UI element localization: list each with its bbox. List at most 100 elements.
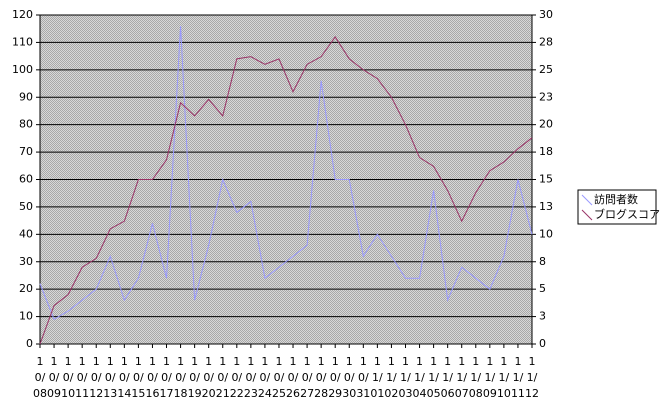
legend-label: 訪問者数: [594, 192, 638, 206]
x-tick-label: 11/01: [370, 355, 385, 400]
legend-label: ブログスコア: [594, 207, 660, 221]
x-tick-label: 11/12: [525, 355, 539, 400]
x-tick-label: 11/03: [398, 355, 413, 400]
x-tick-label-box: 10/24: [257, 355, 272, 400]
y-tick-label: 70: [19, 145, 33, 158]
x-tick-label-box: 11/03: [398, 355, 413, 400]
legend-symbol: [581, 209, 593, 221]
x-tick-label-box: 10/08: [33, 355, 47, 400]
x-tick-label-box: 10/20: [202, 355, 216, 400]
y2-tick-label: 20: [539, 118, 553, 131]
x-tick-label: 10/14: [117, 355, 132, 400]
y2-tick-label: 25: [539, 63, 553, 76]
y-tick-label: 110: [12, 35, 33, 48]
x-tick-label-box: 10/21: [215, 355, 230, 400]
x-tick-label-box: 10/12: [89, 355, 104, 400]
x-tick-label-box: 11/12: [525, 355, 539, 400]
x-tick-label: 10/22: [229, 355, 244, 400]
x-tick-label: 10/15: [131, 355, 146, 400]
x-tick-label: 11/09: [482, 355, 497, 400]
x-tick-label: 10/25: [271, 355, 286, 400]
x-tick-label-box: 11/10: [496, 355, 511, 400]
x-tick-label: 10/27: [300, 355, 315, 400]
x-tick-label: 10/19: [187, 355, 202, 400]
x-tick-label: 10/16: [145, 355, 160, 400]
legend-symbol: [581, 194, 593, 206]
x-tick-label-box: 10/27: [300, 355, 315, 400]
x-tick-label: 10/11: [75, 355, 90, 400]
x-tick-label-box: 10/15: [131, 355, 146, 400]
x-tick-label: 11/05: [426, 355, 441, 400]
x-tick-label-box: 10/13: [103, 355, 118, 400]
x-tick-label-box: 11/08: [468, 355, 483, 400]
x-tick-label: 10/13: [103, 355, 118, 400]
y-tick-label: 90: [19, 90, 33, 103]
y2-tick-label: 5: [539, 282, 546, 295]
x-tick-label: 10/18: [173, 355, 188, 400]
y-tick-label: 10: [19, 310, 33, 323]
x-tick-label: 11/07: [454, 355, 469, 400]
y2-tick-label: 30: [539, 8, 553, 21]
x-tick-label: 10/21: [215, 355, 230, 400]
x-tick-label: 10/26: [286, 355, 301, 400]
x-tick-label-box: 10/28: [314, 355, 329, 400]
x-tick-label-box: 10/30: [342, 355, 356, 400]
y-tick-label: 100: [12, 63, 33, 76]
y-tick-label: 30: [19, 255, 33, 268]
x-tick-label-box: 11/02: [384, 355, 399, 400]
x-tick-label: 11/04: [412, 355, 427, 400]
x-tick-label-box: 10/29: [328, 355, 343, 400]
x-tick-label: 10/10: [61, 355, 76, 400]
x-tick-label-box: 10/22: [229, 355, 244, 400]
y2-tick-label: 10: [539, 227, 553, 240]
y-tick-label: 60: [19, 173, 33, 186]
y2-tick-label: 8: [539, 255, 546, 268]
x-tick-label: 11/08: [468, 355, 483, 400]
y2-tick-label: 18: [539, 145, 553, 158]
x-tick-label-box: 10/18: [173, 355, 188, 400]
x-tick-label-box: 11/07: [454, 355, 469, 400]
y-tick-label: 0: [26, 337, 33, 350]
y2-tick-label: 23: [539, 90, 553, 103]
y-tick-label: 20: [19, 282, 33, 295]
x-tick-label-box: 10/16: [145, 355, 160, 400]
x-tick-label: 10/31: [356, 355, 371, 400]
x-tick-label: 10/12: [89, 355, 104, 400]
x-tick-label: 11/11: [510, 355, 525, 400]
y2-tick-label: 3: [539, 310, 546, 323]
x-tick-label-box: 11/04: [412, 355, 427, 400]
x-tick-label-box: 11/01: [370, 355, 385, 400]
x-tick-label: 10/29: [328, 355, 343, 400]
x-tick-label: 11/02: [384, 355, 399, 400]
x-tick-label: 10/28: [314, 355, 329, 400]
x-tick-label: 10/09: [47, 355, 62, 400]
y2-tick-label: 13: [539, 200, 553, 213]
x-tick-label-box: 10/23: [244, 355, 258, 400]
x-tick-label-box: 10/09: [47, 355, 62, 400]
x-tick-label-box: 10/26: [286, 355, 301, 400]
x-tick-label-box: 11/06: [440, 355, 455, 400]
x-tick-label-box: 11/11: [510, 355, 525, 400]
x-tick-label-box: 10/10: [61, 355, 76, 400]
y-tick-label: 120: [12, 8, 33, 21]
x-tick-label: 11/06: [440, 355, 455, 400]
y2-tick-label: 28: [539, 35, 553, 48]
x-tick-label: 11/10: [496, 355, 511, 400]
y2-tick-label: 15: [539, 173, 553, 186]
y2-tick-label: 0: [539, 337, 546, 350]
x-tick-label-box: 10/17: [159, 355, 174, 400]
x-tick-label-box: 10/14: [117, 355, 132, 400]
y-tick-label: 40: [19, 227, 33, 240]
x-tick-label-box: 10/19: [187, 355, 202, 400]
x-tick-label: 10/24: [257, 355, 272, 400]
x-tick-label: 10/08: [33, 355, 47, 400]
x-tick-label-box: 11/05: [426, 355, 441, 400]
x-tick-label-box: 10/25: [271, 355, 286, 400]
x-tick-label-box: 11/09: [482, 355, 497, 400]
x-tick-label-box: 10/31: [356, 355, 371, 400]
y-tick-label: 80: [19, 118, 33, 131]
x-tick-label-box: 10/11: [75, 355, 90, 400]
x-tick-label: 10/17: [159, 355, 174, 400]
y-tick-label: 50: [19, 200, 33, 213]
